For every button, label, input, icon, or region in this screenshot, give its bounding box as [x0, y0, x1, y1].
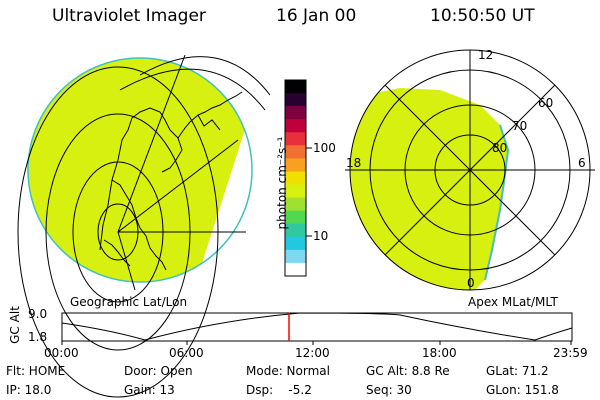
altitude-curve	[61, 312, 573, 341]
polar-grid	[345, 49, 595, 291]
timeline-xtick-0: 00:00	[44, 346, 79, 360]
colorbar-segment	[285, 158, 306, 172]
timeline-xtick-4: 23:59	[553, 346, 588, 360]
colorbar-segment	[285, 80, 306, 94]
polar-disc	[350, 88, 508, 290]
colorbar-segment	[285, 262, 306, 277]
date-text: 16 Jan 00	[276, 6, 357, 26]
colorbar-segment	[285, 197, 306, 212]
info-dsp: Dsp: -5.2	[246, 383, 312, 397]
colorbar-segment	[285, 236, 306, 251]
geo-disc-edge	[27, 57, 253, 283]
geo-disc	[28, 58, 248, 282]
timeline-xtick-2: 12:00	[295, 346, 330, 360]
mlt-label-6: 6	[578, 156, 586, 170]
colorbar	[285, 80, 306, 277]
polar-caption: Apex MLat/MLT	[468, 295, 558, 309]
colorbar-segment	[285, 106, 306, 120]
geo-grid	[17, 54, 271, 398]
info-mode: Mode: Normal	[246, 364, 330, 378]
colorbar-segment	[285, 184, 306, 199]
colorbar-segment	[285, 249, 306, 264]
coastline	[99, 91, 243, 271]
mlt-label-12: 12	[478, 48, 494, 62]
colorbar-segment	[285, 171, 306, 186]
timeline-ytick-max: 9.0	[28, 307, 48, 321]
timeline-axis-label: GC Alt	[8, 306, 22, 344]
colorbar-tick-100: 100	[313, 141, 336, 155]
page-title: Ultraviolet Imager	[52, 6, 206, 26]
colorbar-tick-10: 10	[313, 229, 329, 243]
colorbar-segment	[285, 210, 306, 225]
colorbar-unit: photon cm⁻²s⁻¹	[275, 136, 289, 230]
timeline-xtick-3: 18:00	[422, 346, 457, 360]
lat-label-60: 60	[538, 96, 554, 110]
timeline-frame	[61, 312, 573, 342]
geo-caption: Geographic Lat/Lon	[70, 295, 188, 309]
colorbar-segment	[285, 93, 306, 107]
info-glat: GLat: 71.2	[486, 364, 549, 378]
info-gc-alt: GC Alt: 8.8 Re	[366, 364, 450, 378]
time-text: 10:50:50 UT	[430, 6, 535, 26]
lat-label-80: 80	[492, 141, 508, 155]
colorbar-segment	[285, 223, 306, 238]
info-ip: IP: 18.0	[6, 383, 52, 397]
colorbar-segment	[285, 145, 306, 159]
timeline-xtick-1: 06:00	[169, 346, 204, 360]
colorbar-segment	[285, 119, 306, 133]
mlt-label-0: 0	[467, 276, 475, 290]
info-gain: Gain: 13	[124, 383, 175, 397]
info-flt: Flt: HOME	[6, 364, 66, 378]
info-door: Door: Open	[124, 364, 193, 378]
info-glon: GLon: 151.8	[486, 383, 559, 397]
colorbar-segment	[285, 132, 306, 146]
info-seq: Seq: 30	[366, 383, 412, 397]
mlt-label-18: 18	[346, 156, 362, 170]
lat-label-70: 70	[512, 119, 528, 133]
timeline-ytick-min: 1.8	[28, 330, 48, 344]
